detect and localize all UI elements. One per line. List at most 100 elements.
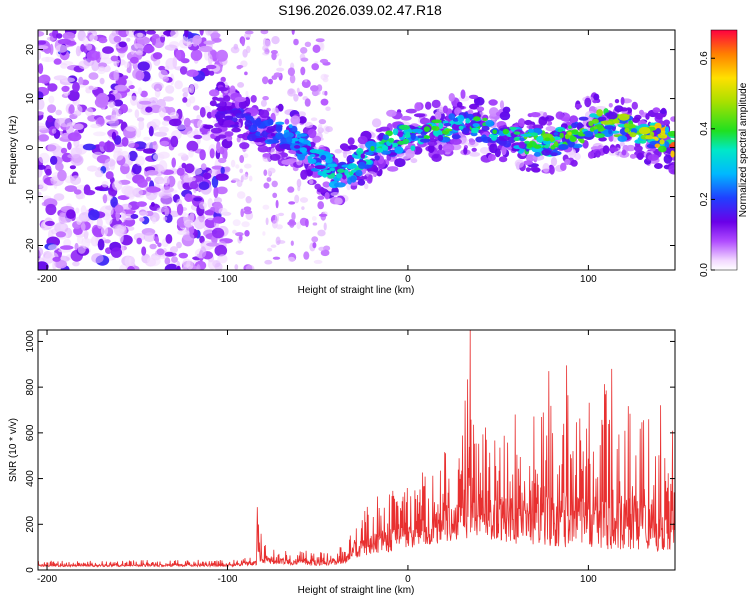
streak-blob <box>243 153 249 159</box>
streak-blob <box>298 91 303 97</box>
streak-blob <box>236 180 243 187</box>
noise-blob <box>47 244 59 251</box>
ridge-peak-blob <box>431 126 437 131</box>
streak-blob <box>304 41 312 47</box>
noise-blob <box>209 70 215 76</box>
noise-blob <box>206 111 213 119</box>
noise-blob <box>67 90 80 102</box>
noise-blob <box>161 186 174 193</box>
streak-blob <box>324 90 328 96</box>
streak-blob <box>290 240 294 246</box>
noise-blob <box>89 33 98 43</box>
streak-blob <box>232 229 237 234</box>
noise-blob <box>184 163 195 174</box>
noise-blob <box>53 58 62 65</box>
ridge-blob <box>248 124 258 133</box>
ridge-blob <box>658 145 667 153</box>
y-tick-label: 10 <box>25 93 36 105</box>
ridge-halo-blob <box>555 111 564 120</box>
ridge-blob <box>534 152 541 157</box>
streak-blob <box>239 155 245 163</box>
noise-blob <box>130 95 138 106</box>
noise-blob <box>163 216 168 221</box>
noise-blob <box>203 124 214 129</box>
noise-blob <box>94 96 109 108</box>
noise-blob <box>193 105 200 111</box>
streak-blob <box>234 264 239 270</box>
noise-blob <box>130 214 139 219</box>
noise-blob <box>152 52 163 60</box>
noise-blob <box>199 107 206 118</box>
noise-blob <box>55 44 68 53</box>
ridge-halo-blob <box>347 137 355 145</box>
noise-blob <box>60 147 68 154</box>
ridge-halo-blob <box>330 192 340 197</box>
noise-blob <box>137 32 144 38</box>
ridge-peak-blob <box>352 164 357 169</box>
noise-blob <box>163 175 170 186</box>
x-tick-label: 100 <box>580 574 597 585</box>
ridge-halo-blob <box>593 93 600 101</box>
snr-series-layer <box>38 330 675 568</box>
ridge-halo-blob <box>655 112 664 120</box>
noise-blob <box>118 41 127 48</box>
noise-blob <box>137 178 148 188</box>
noise-blob <box>214 262 223 270</box>
noise-blob <box>76 105 83 115</box>
ridge-blob <box>356 147 364 156</box>
streak-blob <box>245 264 255 270</box>
noise-blob <box>115 109 122 117</box>
noise-blob <box>57 38 72 45</box>
noise-blob <box>96 217 103 229</box>
y-tick-label: -20 <box>25 238 36 253</box>
noise-blob <box>97 116 105 125</box>
noise-blob <box>183 117 191 128</box>
ridge-blob <box>398 124 410 130</box>
ridge-blob <box>451 134 461 140</box>
ridge-blob <box>606 111 618 120</box>
y-tick-label: 800 <box>25 378 36 395</box>
streak-blob <box>325 126 333 133</box>
ridge-halo-blob <box>286 158 297 164</box>
spectrogram-xlabel: Height of straight line (km) <box>298 285 415 296</box>
ridge-halo-blob <box>608 147 619 152</box>
noise-blob <box>223 166 231 173</box>
spectrogram-heatmap <box>38 30 675 270</box>
noise-blob <box>57 169 67 182</box>
noise-blob <box>63 238 72 247</box>
streak-blob <box>262 204 270 210</box>
noise-blob <box>120 210 127 223</box>
ridge-halo-blob <box>652 107 661 113</box>
ridge-blob <box>420 131 427 136</box>
ridge-blob <box>485 119 494 127</box>
noise-blob <box>212 37 222 43</box>
noise-blob <box>215 173 229 181</box>
noise-blob <box>78 76 84 85</box>
ridge-halo-blob <box>239 142 250 150</box>
noise-blob <box>217 254 228 264</box>
ridge-halo-blob <box>378 126 391 132</box>
noise-blob <box>72 261 80 267</box>
noise-blob <box>171 157 176 168</box>
ridge-peak-blob <box>329 167 336 172</box>
ridge-blob <box>442 120 449 124</box>
noise-blob <box>189 84 195 94</box>
ridge-halo-blob <box>433 154 439 159</box>
ridge-blob <box>481 125 490 132</box>
ridge-peak-blob <box>397 140 405 145</box>
noise-blob <box>110 55 119 62</box>
noise-blob <box>113 35 122 43</box>
noise-blob <box>158 106 166 118</box>
ridge-halo-blob <box>394 158 406 168</box>
ridge-halo-blob <box>387 166 399 172</box>
ridge-peak-blob <box>423 135 431 139</box>
noise-blob <box>145 106 153 113</box>
ridge-halo-blob <box>668 164 675 175</box>
ridge-blob <box>270 133 276 137</box>
noise-blob <box>51 228 58 235</box>
noise-blob <box>170 246 178 254</box>
noise-blob <box>138 211 149 217</box>
ridge-halo-blob <box>371 118 382 128</box>
snr-ylabel: SNR (10 * v/v) <box>8 418 19 482</box>
